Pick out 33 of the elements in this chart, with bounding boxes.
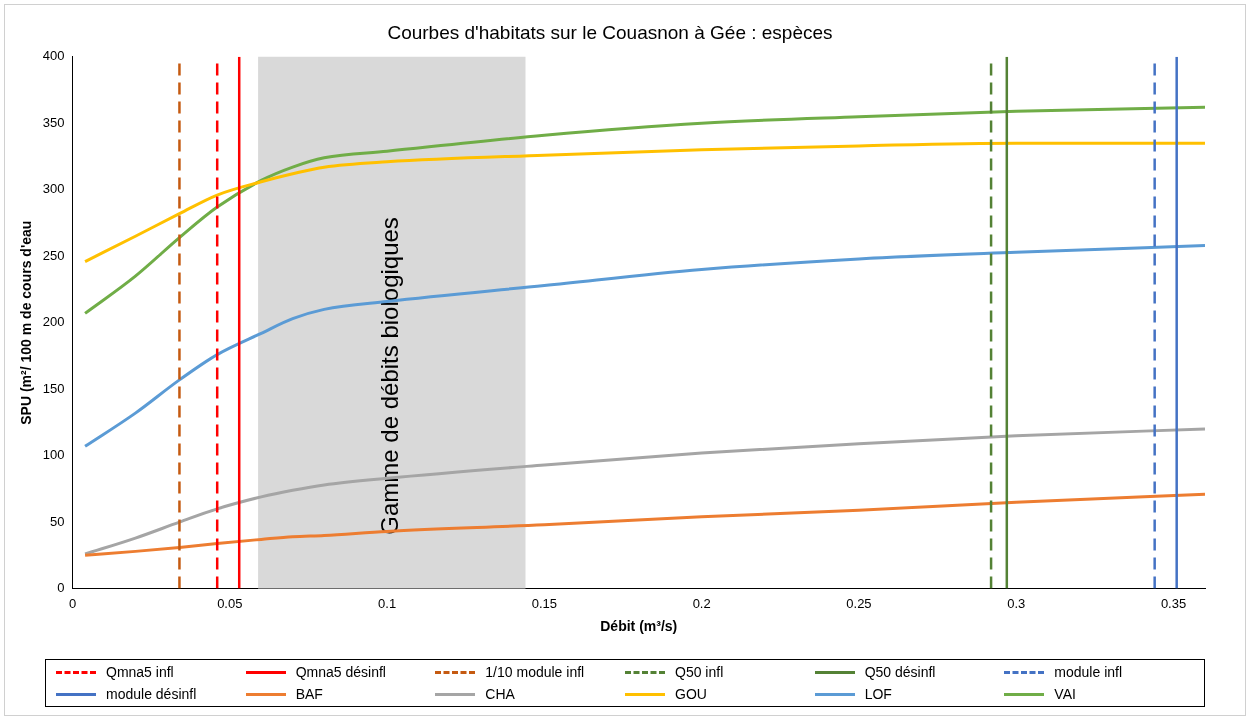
x-tick-label: 0 bbox=[68, 595, 77, 611]
legend-label: Qmna5 infl bbox=[106, 664, 174, 680]
legend-label: module désinfl bbox=[106, 686, 197, 702]
legend-label: Qmna5 désinfl bbox=[295, 664, 386, 680]
y-tick-label: 250 bbox=[42, 247, 65, 263]
chart-title: Courbes d'habitats sur le Couasnon à Gée : espèces bbox=[387, 21, 833, 43]
legend-label: module infl bbox=[1054, 664, 1123, 680]
x-tick-label: 0.1 bbox=[378, 595, 397, 611]
y-tick-label: 150 bbox=[42, 380, 65, 396]
x-tick-label: 0.35 bbox=[1160, 595, 1187, 611]
y-tick-label: 100 bbox=[42, 447, 65, 463]
y-axis-title: SPU (m²/ 100 m de cours d'eau bbox=[18, 220, 35, 425]
legend-label: 1/10 module infl bbox=[485, 664, 585, 680]
x-axis-title: Débit (m³/s) bbox=[600, 618, 678, 635]
y-tick-label: 300 bbox=[42, 181, 65, 197]
x-tick-label: 0.25 bbox=[846, 595, 872, 611]
x-tick-label: 0.3 bbox=[1007, 595, 1026, 611]
x-tick-label: 0.2 bbox=[692, 595, 711, 611]
legend-label: CHA bbox=[485, 686, 515, 702]
x-tick-label: 0.05 bbox=[217, 595, 243, 611]
y-tick-label: 400 bbox=[42, 48, 65, 64]
legend-label: GOU bbox=[675, 686, 707, 702]
legend-label: LOF bbox=[864, 686, 892, 702]
y-tick-label: 200 bbox=[42, 314, 65, 330]
y-tick-label: 50 bbox=[50, 513, 65, 529]
x-tick-label: 0.15 bbox=[531, 595, 558, 611]
y-tick-label: 350 bbox=[42, 114, 65, 130]
legend-label: BAF bbox=[295, 686, 323, 702]
legend-label: Q50 désinfl bbox=[864, 664, 936, 680]
legend-label: Q50 infl bbox=[675, 664, 724, 680]
band-label: Gamme de débits biologiques bbox=[376, 217, 404, 535]
y-tick-label: 0 bbox=[57, 580, 65, 596]
legend-label: VAI bbox=[1054, 686, 1076, 702]
